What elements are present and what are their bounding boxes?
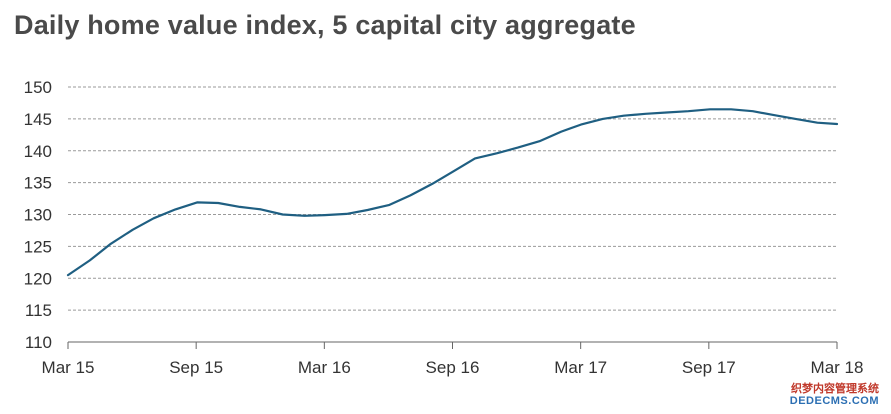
y-tick-label: 120	[24, 269, 52, 288]
x-tick-label: Mar 16	[298, 358, 351, 377]
x-tick-label: Mar 15	[42, 358, 95, 377]
watermark-line1: 织梦内容管理系统	[791, 383, 879, 395]
y-tick-label: 130	[24, 206, 52, 225]
x-tick-label: Mar 17	[554, 358, 607, 377]
watermark-line2: DEDECMS.COM	[789, 395, 879, 407]
y-tick-label: 135	[24, 174, 52, 193]
y-axis-ticks: 110 115 120 125 130 135 140 145 150	[24, 78, 52, 352]
x-tick-label: Mar 18	[811, 358, 864, 377]
y-tick-label: 110	[25, 333, 52, 352]
y-tick-label: 150	[24, 78, 52, 97]
y-tick-label: 115	[25, 301, 52, 320]
y-tick-label: 140	[24, 142, 52, 161]
y-tick-label: 145	[24, 110, 52, 129]
x-tick-label: Sep 15	[169, 358, 223, 377]
x-tick-label: Sep 16	[426, 358, 480, 377]
x-axis-ticks: Mar 15 Sep 15 Mar 16 Sep 16 Mar 17 Sep 17 Mar …	[42, 342, 864, 377]
watermark: 织梦内容管理系统 DEDECMS.COM	[773, 380, 883, 410]
gridlines	[68, 86, 837, 311]
y-tick-label: 125	[24, 237, 52, 256]
x-tick-label: Sep 17	[682, 358, 736, 377]
chart-title: Daily home value index, 5 capital city a…	[14, 10, 636, 40]
series-line	[66, 108, 839, 277]
series-layer	[66, 108, 839, 277]
